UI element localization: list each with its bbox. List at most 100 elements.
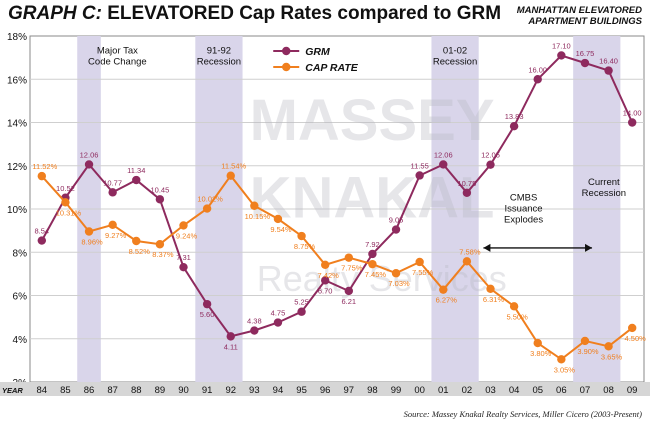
x-axis-prefix: YEAR (2, 386, 23, 395)
data-label: 6.27% (436, 296, 458, 305)
data-point (61, 198, 70, 207)
x-tick-label: 92 (225, 385, 236, 396)
data-point (368, 259, 377, 269)
x-tick-label: 86 (84, 385, 95, 396)
data-point (439, 160, 448, 169)
shaded-period-label: Recession (582, 188, 626, 199)
data-point (627, 323, 637, 333)
y-tick-label: 4% (13, 335, 28, 346)
data-point (250, 326, 259, 335)
data-point (533, 75, 542, 84)
y-tick-label: 14% (7, 119, 27, 130)
data-point (509, 121, 519, 131)
annotation-arrow-head (585, 243, 593, 252)
data-point (320, 276, 330, 285)
data-label: 10.02% (197, 195, 223, 204)
data-label: 12.05 (481, 151, 500, 160)
data-point (415, 171, 424, 180)
data-point (415, 257, 424, 267)
chart-title-prefix: GRAPH C: (8, 3, 102, 24)
data-point (557, 355, 566, 364)
data-label: 7.42% (318, 271, 340, 280)
data-label: 8.54 (35, 227, 50, 236)
data-label: 11.52% (32, 162, 57, 171)
x-tick-label: 06 (556, 385, 567, 396)
data-point (368, 249, 377, 259)
data-label: 7.92 (365, 240, 380, 249)
data-point (132, 236, 141, 246)
subtitle-line-2: APARTMENT BUILDINGS (528, 16, 642, 27)
data-label: 7.03% (388, 279, 410, 288)
data-label: 9.05 (389, 216, 404, 225)
data-label: 16.00 (528, 65, 547, 74)
series-line-grm (40, 54, 634, 338)
data-label: 17.10 (552, 41, 571, 50)
x-tick-label: 98 (367, 385, 378, 396)
data-point (462, 257, 472, 266)
data-label: 7.45% (365, 270, 387, 279)
data-label: 4.11 (224, 342, 238, 351)
data-label: 11.55 (411, 161, 429, 170)
data-point (391, 269, 401, 278)
y-tick-label: 6% (13, 292, 28, 303)
data-label: 10.45 (150, 185, 169, 194)
data-label: 3.65% (601, 352, 623, 361)
shaded-period-label: 01-02 (443, 45, 467, 56)
y-tick-label: 12% (7, 162, 27, 173)
data-label: 3.80% (530, 349, 552, 358)
shaded-period-label: 91-92 (207, 45, 231, 56)
data-point (320, 260, 330, 269)
x-tick-label: 00 (414, 385, 425, 396)
x-tick-label: 08 (603, 385, 614, 396)
data-label: 14.00 (623, 109, 642, 118)
data-label: 8.96% (81, 237, 103, 246)
data-point (226, 332, 235, 341)
data-point (37, 236, 47, 245)
data-label: 4.50% (625, 334, 647, 343)
data-label: 9.27% (105, 231, 127, 240)
x-tick-label: 07 (580, 385, 591, 396)
x-tick-label: 03 (485, 385, 496, 396)
x-tick-label: 87 (107, 385, 118, 396)
x-tick-label: 88 (131, 385, 142, 396)
x-tick-label: 96 (320, 385, 331, 396)
annotation-text: Explodes (504, 214, 543, 225)
data-label: 9.24% (176, 231, 198, 240)
x-tick-label: 85 (60, 385, 71, 396)
data-point (202, 299, 212, 309)
x-tick-label: 95 (296, 385, 307, 396)
data-label: 7.75% (341, 264, 363, 273)
annotation-text: CMBS (510, 192, 537, 203)
legend: GRM CAP RATE (273, 46, 359, 74)
data-point (179, 262, 188, 272)
data-label: 9.54% (270, 225, 292, 234)
data-label: 12.06 (434, 150, 453, 159)
data-label: 8.52% (129, 247, 151, 256)
x-tick-label: 01 (438, 385, 449, 396)
legend-marker (282, 62, 291, 72)
data-label: 12.06 (80, 150, 99, 159)
data-label: 4.38 (247, 317, 262, 326)
data-label: 16.40 (599, 57, 618, 66)
data-label: 7.31 (176, 253, 191, 262)
legend-label: CAP RATE (305, 62, 358, 74)
data-label: 3.90% (577, 347, 599, 356)
data-label: 16.75 (576, 49, 595, 58)
data-label: 8.75% (294, 242, 316, 251)
annotation-text: Issuance (505, 203, 543, 214)
data-point (391, 225, 401, 234)
data-label: 5.50% (506, 312, 528, 321)
data-point (108, 220, 117, 229)
y-tick-label: 18% (7, 32, 27, 43)
chart-title: GRAPH C: ELEVATORED Cap Rates compared t… (8, 3, 501, 25)
data-point (486, 160, 495, 169)
watermark-text-2: KNAKAL (250, 166, 495, 231)
x-tick-label: 93 (249, 385, 260, 396)
subtitle-line-1: MANHATTAN ELEVATORED (516, 5, 642, 16)
data-point (604, 342, 613, 351)
data-point (226, 171, 235, 180)
chart-subtitle: MANHATTAN ELEVATORED APARTMENT BUILDINGS (492, 5, 642, 27)
x-axis-bar (0, 382, 650, 396)
data-point (273, 214, 283, 224)
